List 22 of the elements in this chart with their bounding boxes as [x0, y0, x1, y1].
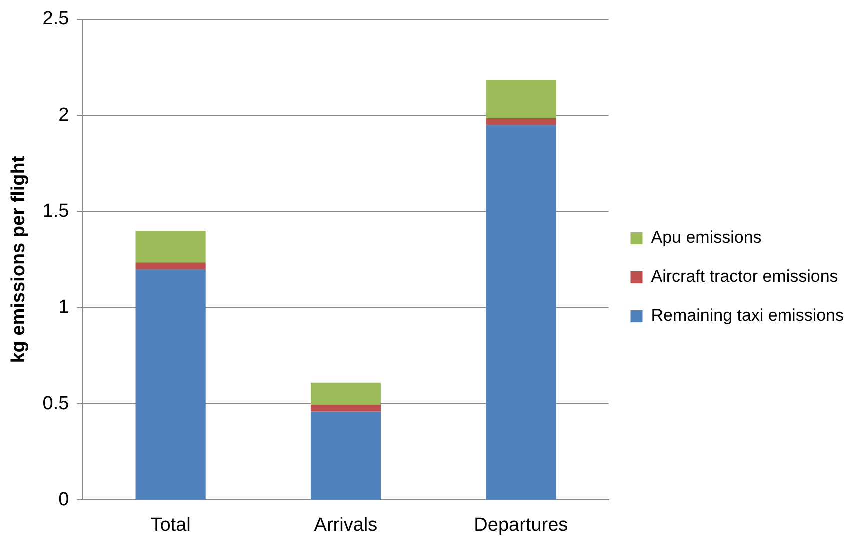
x-tick-label: Arrivals [314, 514, 378, 536]
bar [310, 405, 382, 412]
x-tick-label: Departures [474, 514, 568, 536]
legend-label: Apu emissions [651, 228, 762, 248]
bar [310, 382, 382, 405]
y-tick-label: 1.5 [42, 200, 70, 222]
x-tick-label: Total [150, 514, 191, 536]
bar [310, 412, 382, 500]
y-tick-label: 2.5 [42, 8, 70, 30]
y-tick-label: 0 [58, 489, 70, 510]
bar [486, 118, 556, 126]
bar [486, 80, 556, 118]
y-tick-label: 1 [58, 297, 70, 318]
bar [136, 269, 206, 500]
bar [136, 230, 206, 263]
y-tick-label: 2 [58, 104, 70, 126]
y-tick-label: 0.5 [42, 393, 70, 414]
legend-label: Remaining taxi emissions [651, 306, 844, 326]
bar [136, 262, 206, 270]
legend-label: Aircraft tractor emissions [651, 267, 838, 286]
bar [486, 125, 556, 500]
y-axis-title: kg emissions per flight [8, 156, 30, 364]
